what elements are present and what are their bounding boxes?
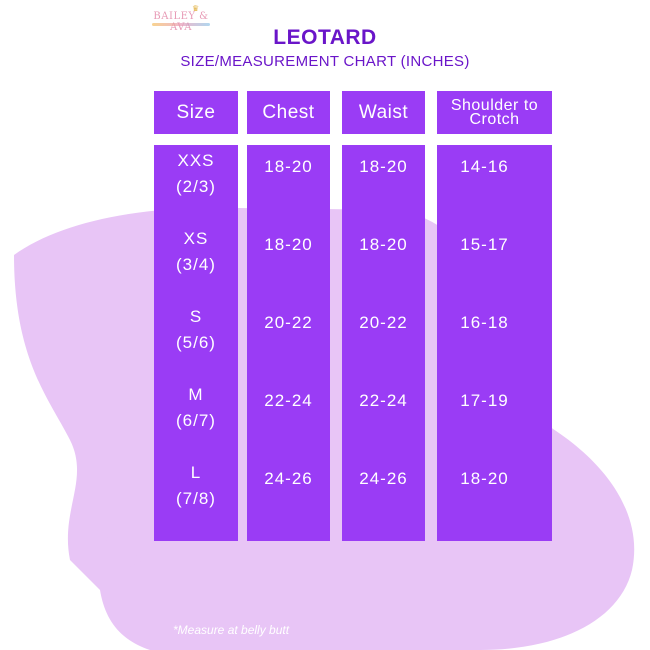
chest-value: 22-24 xyxy=(264,391,313,410)
size-column: XXS (2/3) XS (3/4) S (5/6) M (6/7) L (7/… xyxy=(154,145,238,541)
brand-logo: ♛ BAILEY & AVA xyxy=(152,4,210,33)
chest-value: 18-20 xyxy=(264,235,313,254)
waist-value: 18-20 xyxy=(359,235,408,254)
shoulder-value: 17-19 xyxy=(460,391,509,410)
size-label: L xyxy=(190,463,202,482)
logo-text: BAILEY & AVA xyxy=(153,11,209,33)
crown-icon: ♛ xyxy=(192,4,200,13)
size-label: M xyxy=(188,385,204,404)
header-waist: Waist xyxy=(342,91,425,134)
page-title: LEOTARD xyxy=(273,26,377,49)
waist-value: 24-26 xyxy=(359,469,408,488)
chest-value: 24-26 xyxy=(264,469,313,488)
shoulder-value: 15-17 xyxy=(460,235,509,254)
chest-column: 18-20 18-20 20-22 22-24 24-26 xyxy=(247,145,330,541)
shoulder-value: 14-16 xyxy=(460,157,509,176)
waist-value: 20-22 xyxy=(359,313,408,332)
logo-underline xyxy=(152,23,210,26)
size-label: XS xyxy=(183,229,209,248)
size-label: S xyxy=(189,307,203,326)
header-size: Size xyxy=(154,91,238,134)
chest-value: 18-20 xyxy=(264,157,313,176)
size-age: (2/3) xyxy=(176,177,216,196)
waist-value: 18-20 xyxy=(359,157,408,176)
shoulder-value: 16-18 xyxy=(460,313,509,332)
waist-value: 22-24 xyxy=(359,391,408,410)
page-subtitle: SIZE/MEASUREMENT CHART (INCHES) xyxy=(180,53,470,70)
header-shoulder-to-crotch: Shoulder to Crotch xyxy=(437,91,552,134)
size-age: (5/6) xyxy=(176,333,216,352)
shoulder-column: 14-16 15-17 16-18 17-19 18-20 xyxy=(437,145,552,541)
chest-value: 20-22 xyxy=(264,313,313,332)
size-age: (3/4) xyxy=(176,255,216,274)
header-chest: Chest xyxy=(247,91,330,134)
waist-column: 18-20 18-20 20-22 22-24 24-26 xyxy=(342,145,425,541)
size-age: (7/8) xyxy=(176,489,216,508)
size-age: (6/7) xyxy=(176,411,216,430)
footnote: *Measure at belly butt xyxy=(173,623,290,637)
size-label: XXS xyxy=(177,151,215,170)
shoulder-value: 18-20 xyxy=(460,469,509,488)
